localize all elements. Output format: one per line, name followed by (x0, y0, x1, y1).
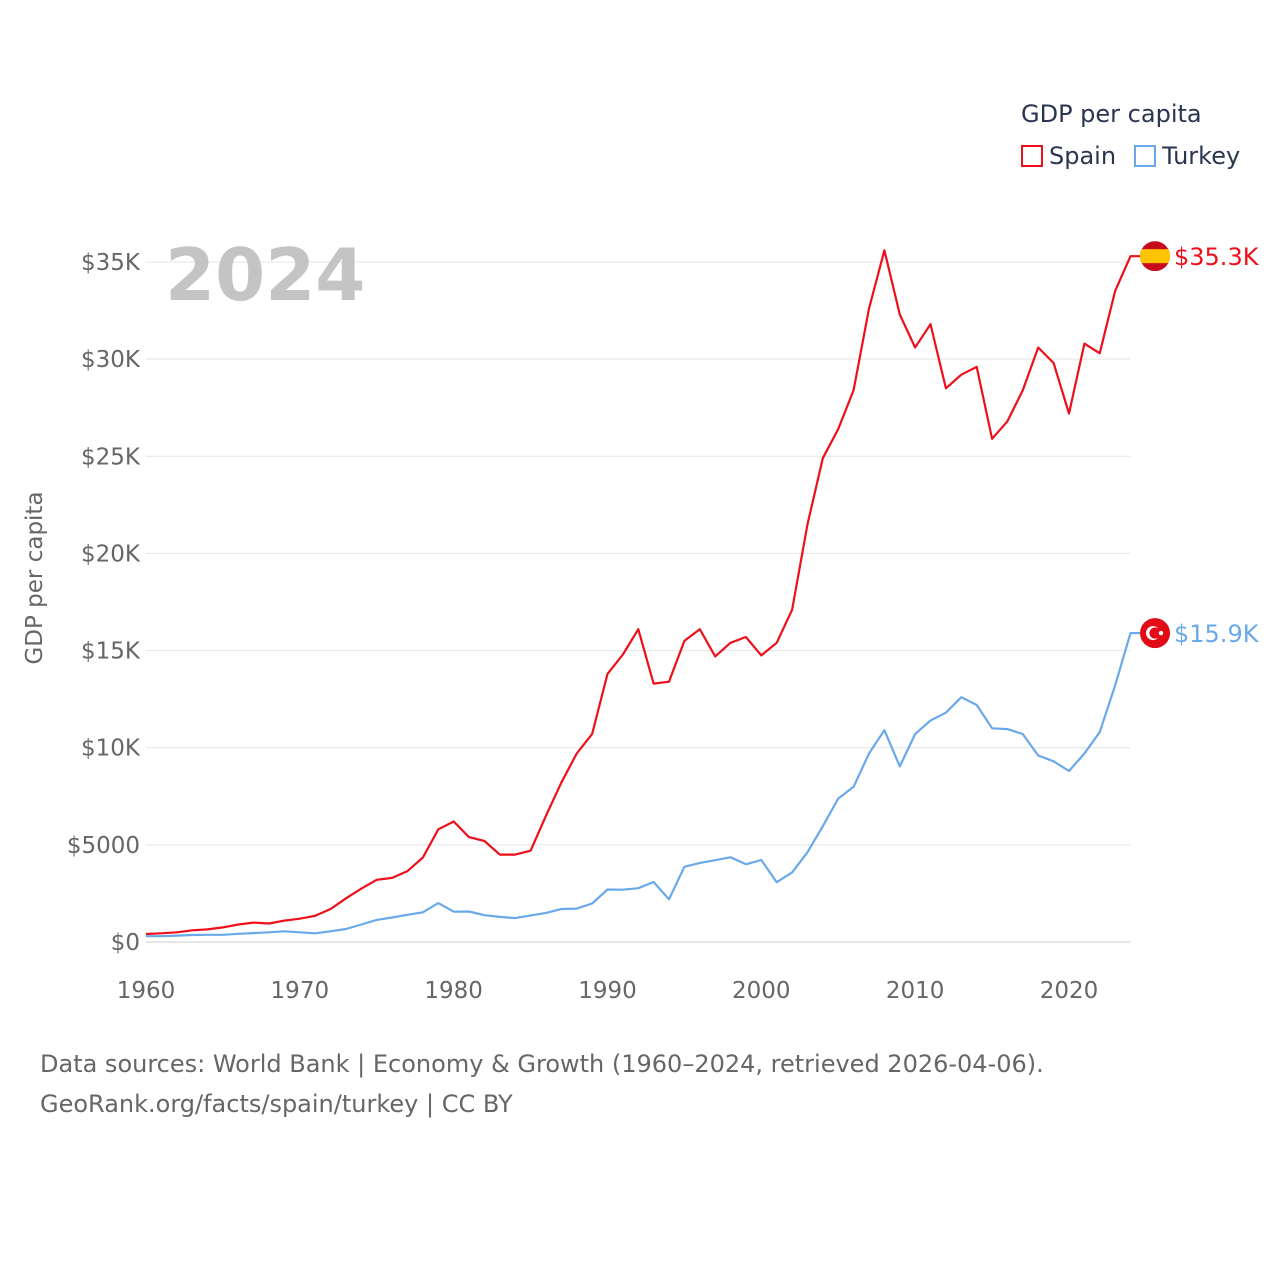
y-tick-label: $20K (81, 541, 141, 567)
spain-flag-icon (1140, 241, 1170, 272)
legend-swatch-spain (1021, 145, 1043, 167)
year-label: 2024 (165, 233, 365, 317)
y-tick-label: $0 (111, 930, 140, 956)
series-line-spain (145, 249, 1141, 936)
x-tick-label: 1980 (424, 978, 483, 1004)
legend-title: GDP per capita (1021, 100, 1202, 128)
y-tick-label: $25K (81, 444, 141, 470)
source-line: Data sources: World Bank | Economy & Gro… (40, 1050, 1044, 1078)
x-tick-label: 1970 (271, 978, 330, 1004)
y-tick-label: $5000 (67, 833, 140, 859)
y-tick-label: $30K (81, 347, 141, 373)
legend-item-spain[interactable]: Spain (1021, 142, 1116, 170)
x-tick-label: 1990 (578, 978, 637, 1004)
legend-label-turkey: Turkey (1162, 142, 1241, 170)
end-value-label-spain: $35.3K (1174, 243, 1260, 271)
y-tick-label: $15K (81, 639, 141, 665)
source-note: Data sources: World Bank | Economy & Gro… (40, 1044, 1044, 1124)
series-line-turkey (146, 631, 1141, 938)
x-tick-label: 2010 (886, 978, 945, 1004)
x-tick-label: 1960 (117, 978, 176, 1004)
y-tick-label: $35K (81, 250, 141, 276)
legend-item-turkey[interactable]: Turkey (1134, 142, 1240, 170)
star (1158, 630, 1164, 636)
end-value-label-turkey: $15.9K (1174, 620, 1260, 648)
y-axis-label: GDP per capita (22, 491, 48, 664)
legend: Spain Turkey (1021, 142, 1240, 170)
crescent-inner (1149, 627, 1161, 639)
x-tick-label: 2000 (732, 978, 791, 1004)
legend-label-spain: Spain (1049, 142, 1117, 170)
x-tick-label: 2020 (1040, 978, 1099, 1004)
y-tick-label: $10K (81, 736, 141, 762)
legend-swatch-turkey (1134, 145, 1157, 167)
attribution-line[interactable]: GeoRank.org/facts/spain/turkey | CC BY (40, 1090, 513, 1118)
